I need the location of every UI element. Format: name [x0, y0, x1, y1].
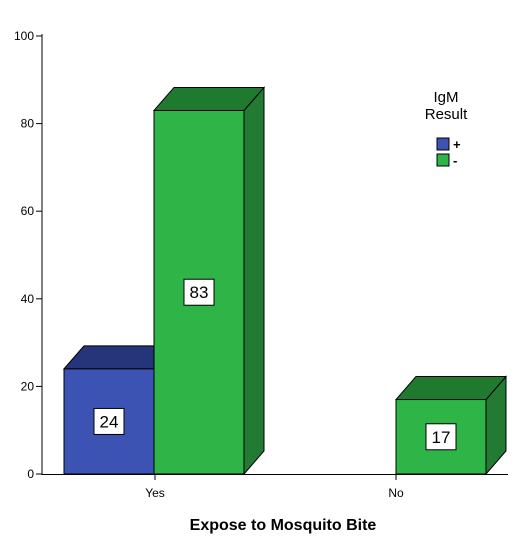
- y-tick-label: 80: [21, 117, 35, 131]
- legend-swatch: [436, 137, 450, 151]
- data-label: 24: [100, 412, 119, 431]
- legend-title: IgM: [433, 89, 458, 106]
- x-axis-label: Expose to Mosquito Bite: [190, 517, 377, 534]
- data-label-box: [183, 278, 215, 306]
- y-axis-ticks: 0 20 40 60 80 100: [14, 29, 42, 481]
- bar-side-face: [243, 86, 265, 476]
- data-label: 17: [432, 428, 451, 447]
- legend-label: +: [453, 137, 461, 152]
- bar: 17: [394, 375, 508, 476]
- y-tick-label: 60: [21, 204, 35, 218]
- y-tick-label: 0: [27, 467, 34, 481]
- bar: 24: [62, 344, 176, 476]
- y-tick-label: 20: [21, 379, 35, 393]
- data-label-box: [93, 407, 125, 435]
- legend-swatch: [436, 153, 450, 167]
- x-axis-ticks: Yes No: [145, 474, 404, 500]
- axes: [41, 34, 508, 475]
- bar-top-face: [394, 376, 508, 401]
- bar: 83: [152, 86, 266, 476]
- x-tick-label: Yes: [145, 486, 165, 500]
- legend-label: -: [453, 153, 457, 168]
- data-label-box: [425, 423, 457, 451]
- bar-top-face: [152, 86, 266, 111]
- y-tick-label: 100: [14, 29, 34, 43]
- x-tick-label: No: [388, 486, 404, 500]
- legend-title: Result: [425, 106, 468, 123]
- bars-group: 24 83 17: [62, 86, 508, 476]
- y-tick-label: 40: [21, 292, 35, 306]
- data-label: 83: [190, 283, 209, 302]
